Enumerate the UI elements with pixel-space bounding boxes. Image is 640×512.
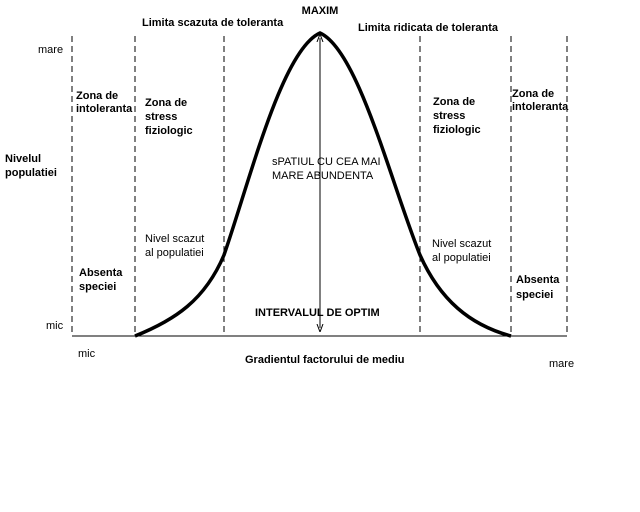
x-label: Gradientul factorului de mediu (245, 354, 405, 366)
right-absence: Absenta speciei (516, 274, 560, 301)
low-limit: Limita scazuta de toleranta (142, 17, 284, 29)
x-left: mic (78, 348, 96, 360)
left-low-level: Nivel scazut al populatiei (145, 233, 204, 259)
y-top: mare (38, 44, 63, 56)
right-low-level: Nivel scazut al populatiei (432, 238, 491, 264)
y-bottom: mic (46, 320, 64, 332)
y-label: Nivelul populatiei (5, 153, 57, 179)
title: MAXIM (302, 5, 339, 17)
right-stress: Zona de stress fiziologic (433, 96, 481, 136)
left-absence: Absenta speciei (79, 267, 123, 293)
x-right: mare (549, 358, 574, 370)
dashed-limits (71, 36, 568, 336)
optimum: INTERVALUL DE OPTIM (255, 307, 380, 319)
abundance: sPATIUL CU CEA MAI MARE ABUNDENTA (272, 156, 381, 182)
left-intolerance: Zona de intoleranta (76, 90, 133, 115)
left-stress: Zona de stress fiziologic (145, 97, 193, 137)
tolerance-curve (134, 31, 512, 338)
high-limit: Limita ridicata de toleranta (358, 22, 499, 34)
right-intolerance: Zona de intoleranta (512, 88, 569, 113)
